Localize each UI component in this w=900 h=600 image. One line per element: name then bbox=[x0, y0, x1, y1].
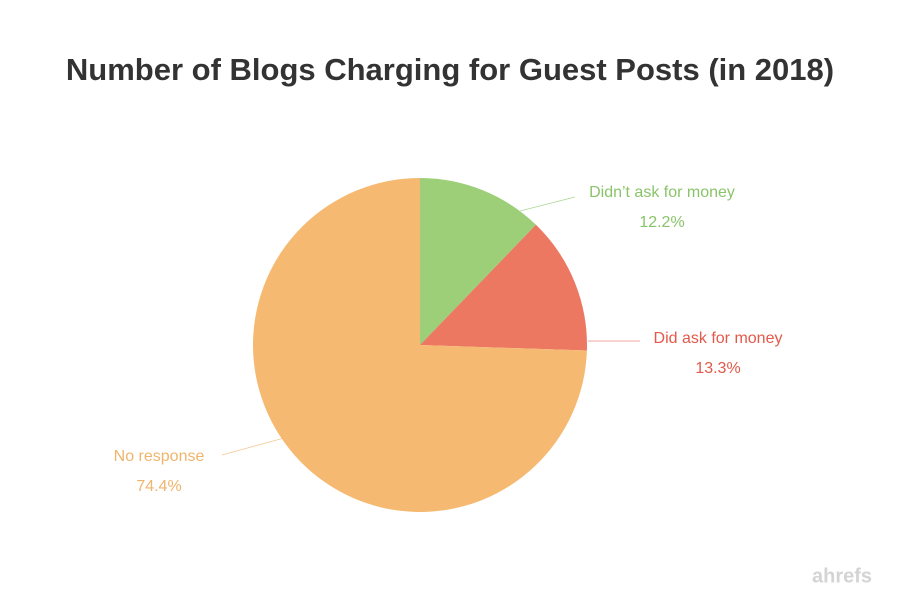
pie-slice bbox=[253, 178, 587, 512]
slice-value-label: 74.4% bbox=[136, 478, 181, 495]
slice-label: No response bbox=[114, 448, 205, 465]
leader-line bbox=[221, 437, 285, 456]
chart-title: Number of Blogs Charging for Guest Posts… bbox=[66, 52, 834, 87]
watermark: ahrefs bbox=[812, 565, 872, 587]
slice-label: Didn’t ask for money bbox=[589, 184, 735, 201]
slice-value-label: 12.2% bbox=[639, 214, 684, 231]
pie-slice bbox=[420, 178, 536, 345]
leader-line bbox=[519, 196, 576, 212]
slice-value-label: 13.3% bbox=[695, 360, 740, 377]
slice-label: Did ask for money bbox=[654, 330, 783, 347]
pie-slice bbox=[420, 224, 588, 351]
